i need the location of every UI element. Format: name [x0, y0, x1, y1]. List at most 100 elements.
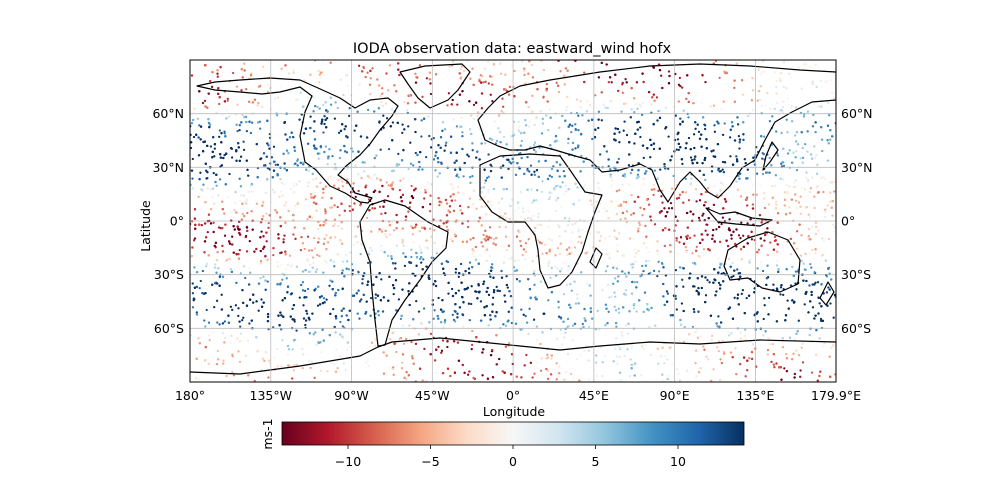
observation-point: [571, 124, 574, 127]
observation-point: [541, 180, 544, 183]
observation-point: [348, 107, 351, 110]
observation-point: [471, 149, 474, 152]
observation-point: [199, 279, 202, 283]
observation-point: [205, 308, 208, 312]
observation-point: [472, 117, 476, 121]
observation-point: [539, 369, 543, 372]
observation-point: [435, 251, 439, 255]
observation-point: [241, 318, 244, 322]
observation-point: [301, 353, 305, 356]
observation-point: [557, 306, 560, 309]
observation-point: [615, 190, 619, 193]
observation-point: [635, 310, 638, 313]
observation-point: [571, 223, 574, 226]
observation-point: [525, 353, 528, 357]
observation-point: [808, 190, 812, 194]
observation-point: [236, 103, 239, 106]
observation-point: [203, 99, 207, 103]
observation-point: [744, 375, 747, 378]
observation-point: [547, 237, 551, 240]
observation-point: [797, 201, 801, 204]
observation-point: [324, 222, 327, 225]
observation-point: [292, 69, 295, 72]
observation-point: [709, 105, 712, 108]
observation-point: [822, 175, 825, 179]
observation-point: [736, 268, 739, 271]
observation-point: [259, 262, 262, 265]
observation-point: [316, 304, 320, 307]
observation-point: [793, 185, 796, 189]
observation-point: [733, 296, 736, 299]
observation-point: [260, 230, 263, 233]
observation-point: [740, 292, 743, 296]
observation-point: [647, 203, 651, 206]
observation-point: [520, 308, 523, 311]
observation-point: [681, 86, 684, 89]
observation-point: [694, 361, 697, 365]
observation-point: [513, 69, 516, 73]
observation-point: [717, 281, 721, 285]
observation-point: [809, 262, 812, 266]
observation-point: [422, 258, 425, 261]
observation-point: [811, 306, 815, 309]
observation-point: [594, 94, 597, 97]
observation-point: [550, 357, 553, 360]
observation-point: [567, 141, 570, 145]
observation-point: [713, 130, 717, 133]
observation-point: [721, 160, 725, 164]
observation-point: [677, 372, 680, 375]
observation-point: [546, 356, 550, 359]
observation-point: [461, 131, 464, 134]
observation-point: [291, 307, 294, 311]
observation-point: [248, 239, 251, 243]
observation-point: [827, 237, 831, 241]
observation-point: [576, 297, 579, 300]
observation-point: [332, 307, 335, 311]
observation-point: [495, 285, 498, 289]
observation-point: [682, 340, 686, 343]
observation-point: [326, 163, 329, 166]
observation-point: [205, 262, 209, 265]
observation-point: [796, 330, 799, 333]
observation-point: [560, 205, 563, 209]
observation-point: [230, 156, 234, 159]
observation-point: [384, 211, 387, 215]
observation-point: [239, 199, 242, 203]
observation-point: [325, 298, 328, 301]
observation-point: [222, 362, 225, 365]
observation-point: [325, 117, 329, 120]
observation-point: [584, 252, 587, 255]
observation-point: [555, 378, 558, 381]
observation-point: [475, 207, 478, 210]
observation-point: [294, 204, 297, 208]
observation-point: [242, 148, 246, 152]
observation-point: [624, 201, 628, 204]
observation-point: [417, 310, 421, 313]
observation-point: [410, 255, 413, 259]
observation-point: [386, 195, 390, 198]
observation-point: [763, 297, 766, 300]
observation-point: [315, 268, 319, 271]
observation-point: [434, 73, 438, 76]
observation-point: [242, 140, 245, 143]
observation-point: [791, 265, 794, 269]
observation-point: [799, 157, 802, 160]
observation-point: [755, 172, 759, 175]
observation-point: [285, 277, 288, 280]
observation-point: [359, 252, 362, 256]
observation-point: [608, 235, 611, 238]
observation-point: [682, 201, 685, 204]
observation-point: [246, 211, 249, 215]
observation-point: [334, 331, 337, 334]
observation-point: [614, 277, 617, 280]
observation-point: [346, 348, 349, 352]
observation-point: [363, 271, 366, 275]
observation-point: [695, 200, 698, 203]
observation-point: [301, 367, 304, 370]
observation-point: [261, 65, 265, 68]
observation-point: [727, 257, 731, 261]
observation-point: [746, 168, 749, 171]
observation-point: [470, 343, 474, 347]
observation-point: [800, 259, 804, 263]
